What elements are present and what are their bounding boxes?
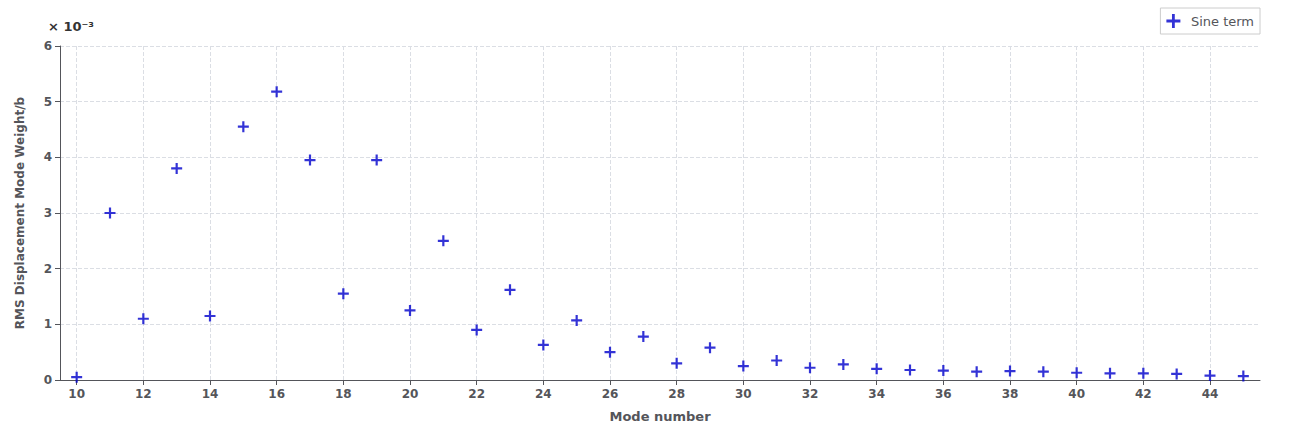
svg-text:2: 2	[44, 262, 52, 276]
svg-text:34: 34	[868, 387, 885, 401]
svg-text:30: 30	[735, 387, 752, 401]
svg-text:12: 12	[135, 387, 152, 401]
svg-text:6: 6	[44, 39, 52, 53]
svg-text:Sine term: Sine term	[1191, 14, 1254, 29]
svg-text:Mode number: Mode number	[609, 409, 711, 424]
svg-text:42: 42	[1135, 387, 1152, 401]
svg-text:22: 22	[468, 387, 485, 401]
svg-text:3: 3	[44, 206, 52, 220]
svg-text:0: 0	[44, 373, 52, 387]
svg-text:36: 36	[935, 387, 952, 401]
svg-text:28: 28	[668, 387, 685, 401]
svg-text:10: 10	[68, 387, 85, 401]
svg-text:26: 26	[602, 387, 619, 401]
svg-text:24: 24	[535, 387, 552, 401]
svg-text:4: 4	[44, 150, 52, 164]
svg-text:38: 38	[1002, 387, 1019, 401]
svg-text:16: 16	[268, 387, 285, 401]
svg-text:20: 20	[402, 387, 419, 401]
svg-text:40: 40	[1068, 387, 1085, 401]
svg-text:× 10⁻³: × 10⁻³	[48, 19, 94, 34]
svg-text:32: 32	[802, 387, 819, 401]
svg-text:RMS Displacement Mode Weight/b: RMS Displacement Mode Weight/b	[13, 96, 27, 329]
svg-text:1: 1	[44, 317, 52, 331]
svg-text:18: 18	[335, 387, 352, 401]
svg-text:44: 44	[1202, 387, 1219, 401]
svg-text:5: 5	[44, 95, 52, 109]
svg-text:14: 14	[202, 387, 219, 401]
